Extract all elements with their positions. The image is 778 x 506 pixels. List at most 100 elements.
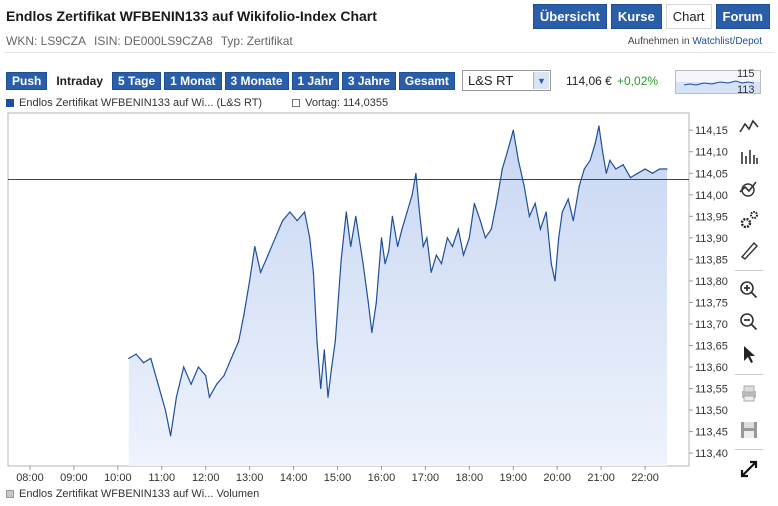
data-point <box>651 172 654 174</box>
data-point <box>375 301 377 303</box>
watchlist-link[interactable]: Watchlist/Depot <box>692 36 762 47</box>
data-point <box>267 254 269 256</box>
x-tick-label: 17:00 <box>412 472 440 483</box>
zoom-out-icon <box>740 313 758 331</box>
cursor-tool[interactable] <box>734 339 764 369</box>
data-point <box>572 220 574 222</box>
data-point <box>289 211 291 213</box>
y-tick-label: 113,45 <box>695 427 728 439</box>
fullscreen-icon <box>740 460 758 478</box>
zoom-in-icon <box>740 281 758 299</box>
data-point <box>558 237 560 239</box>
data-point <box>495 202 497 204</box>
data-point <box>135 353 137 355</box>
zoom-out-tool[interactable] <box>734 307 764 337</box>
line-chart-tool[interactable] <box>734 112 764 142</box>
y-tick-label: 114,00 <box>695 190 728 202</box>
range-all-button[interactable]: Gesamt <box>398 72 455 90</box>
x-tick-label: 10:00 <box>104 472 132 483</box>
prev-close-swatch <box>292 99 301 107</box>
chevron-down-icon: ▼ <box>533 72 549 89</box>
data-point <box>567 198 569 200</box>
data-point <box>426 237 428 239</box>
header-divider <box>4 52 774 53</box>
mini-chart-graphic <box>676 80 760 93</box>
y-tick-label: 113,50 <box>695 405 728 417</box>
data-point <box>205 375 207 377</box>
data-point <box>238 340 240 342</box>
y-tick-label: 113,95 <box>695 211 728 223</box>
ohlc-bars-tool[interactable] <box>734 142 764 172</box>
toolbar-divider <box>735 449 763 450</box>
print-tool[interactable] <box>734 378 764 408</box>
x-tick-label: 16:00 <box>368 472 396 483</box>
data-point <box>170 435 172 437</box>
exchange-select[interactable]: L&S RT ▼ <box>462 70 551 91</box>
settings-tool[interactable] <box>734 205 764 235</box>
tab-overview[interactable]: Übersicht <box>532 4 607 29</box>
data-point <box>223 375 225 377</box>
fullscreen-tool[interactable] <box>734 454 764 484</box>
data-point <box>446 237 448 239</box>
data-point <box>528 215 531 217</box>
prev-close-label: Vortag: 114,0355 <box>305 97 389 109</box>
range-intraday-button[interactable]: Intraday <box>50 72 110 90</box>
range-1month-button[interactable]: 1 Monat <box>164 72 222 90</box>
range-push-button[interactable]: Push <box>6 72 48 90</box>
data-point <box>415 172 417 174</box>
tab-forum[interactable]: Forum <box>715 4 770 29</box>
x-tick-label: 22:00 <box>631 472 659 483</box>
data-point <box>583 168 585 170</box>
series-legend-label: Endlos Zertifikat WFBENIN133 auf Wi... (… <box>19 97 263 109</box>
data-point <box>637 172 639 174</box>
data-point <box>367 301 369 303</box>
range-3months-button[interactable]: 3 Monate <box>224 72 289 90</box>
save-tool[interactable] <box>734 415 764 445</box>
data-point <box>296 220 298 222</box>
main-nav: Übersicht Kurse Chart Forum <box>532 4 770 29</box>
data-point <box>254 245 256 248</box>
tab-quotes[interactable]: Kurse <box>610 4 662 29</box>
data-point <box>430 271 432 273</box>
data-point <box>355 215 357 217</box>
data-point <box>371 331 373 334</box>
y-tick-label: 113,40 <box>695 448 728 460</box>
range-3years-button[interactable]: 3 Jahre <box>341 72 396 90</box>
data-point <box>334 340 336 342</box>
data-point <box>602 151 604 153</box>
drawing-tool[interactable] <box>734 235 764 265</box>
tab-chart[interactable]: Chart <box>665 4 712 29</box>
zoom-in-tool[interactable] <box>734 275 764 305</box>
data-point <box>468 237 470 239</box>
data-point <box>312 271 314 273</box>
price-chart-svg: 113,40 113,45 113,50 113,55 113,60 113,65 113,… <box>7 112 728 483</box>
data-point <box>578 185 580 187</box>
isin-text: ISIN: DE000LS9CZA8 <box>94 34 213 48</box>
volume-legend: Endlos Zertifikat WFBENIN133 auf Wi... V… <box>6 488 259 500</box>
data-point <box>422 245 424 248</box>
range-5days-button[interactable]: 5 Tage <box>112 72 162 90</box>
data-point <box>435 254 437 256</box>
data-point <box>304 211 306 213</box>
data-point <box>327 396 329 398</box>
data-point <box>659 168 661 170</box>
data-point <box>274 237 276 239</box>
data-point <box>260 271 262 273</box>
data-point <box>190 383 192 385</box>
x-tick-label: 13:00 <box>236 472 264 483</box>
data-point <box>523 185 525 187</box>
indicator-tool[interactable] <box>734 174 764 204</box>
data-point <box>323 349 325 351</box>
data-point <box>391 215 393 217</box>
data-point <box>316 340 318 342</box>
line-chart-icon <box>739 119 759 133</box>
mini-overview-chart[interactable] <box>675 70 761 94</box>
data-point <box>609 159 611 161</box>
toolbar-divider <box>735 270 763 271</box>
data-point <box>320 387 322 390</box>
price-chart[interactable]: 113,40 113,45 113,50 113,55 113,60 113,65 113,… <box>6 111 732 483</box>
x-tick-label: 20:00 <box>543 472 571 483</box>
range-1year-button[interactable]: 1 Jahr <box>291 72 339 90</box>
y-tick-label: 113,80 <box>695 276 728 288</box>
data-point <box>490 228 492 230</box>
